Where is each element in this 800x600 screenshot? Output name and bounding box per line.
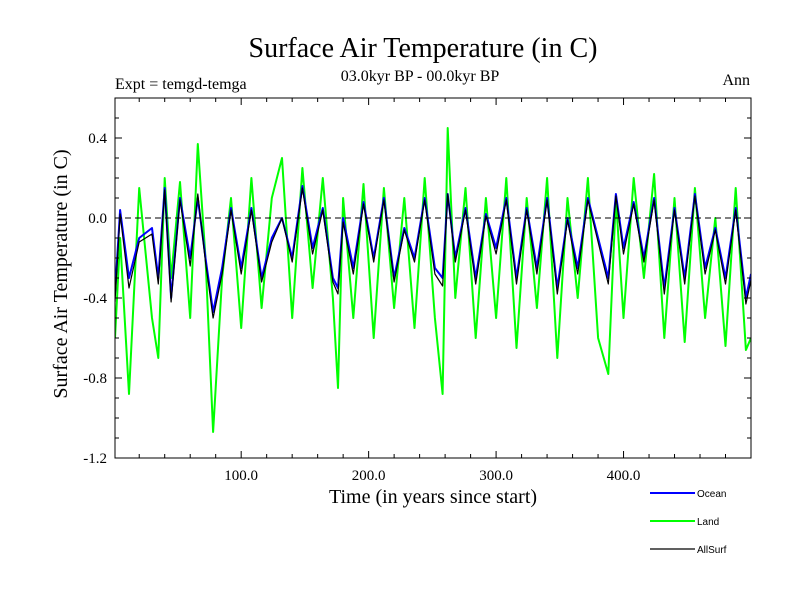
x-tick-label: 400.0 (607, 468, 641, 484)
y-tick-label: 0.4 (88, 131, 107, 147)
x-tick-label: 200.0 (352, 468, 386, 484)
series-line-allsurf (115, 187, 751, 319)
chart-title: Surface Air Temperature (in C) (249, 33, 598, 64)
y-tick-label: 0.0 (88, 211, 107, 227)
y-axis-label: Surface Air Temperature (in C) (50, 149, 72, 398)
y-tick-label: -1.2 (83, 451, 107, 467)
legend-label-land: Land (697, 517, 719, 528)
legend-label-ocean: Ocean (697, 489, 726, 500)
series-layer (115, 127, 751, 433)
ticks-layer: 100.0 200.0 300.0 400.0 -1.2 -0.8 -0.4 0.0 0.4 (83, 98, 751, 484)
plot-frame (114, 97, 752, 459)
axes-layer (114, 97, 752, 459)
season-annotation: Ann (722, 72, 750, 89)
experiment-annotation: Expt = temgd-temga (115, 76, 247, 93)
y-tick-label: -0.4 (83, 291, 107, 307)
chart-subtitle: 03.0kyr BP - 00.0kyr BP (341, 68, 500, 85)
legend-label-allsurf: AllSurf (697, 545, 727, 556)
x-tick-label: 300.0 (479, 468, 513, 484)
series-line-land (115, 127, 751, 433)
legend: Ocean Land AllSurf (650, 489, 727, 556)
x-tick-label: 100.0 (224, 468, 258, 484)
y-tick-label: -0.8 (83, 371, 107, 387)
x-axis-label: Time (in years since start) (329, 486, 537, 508)
